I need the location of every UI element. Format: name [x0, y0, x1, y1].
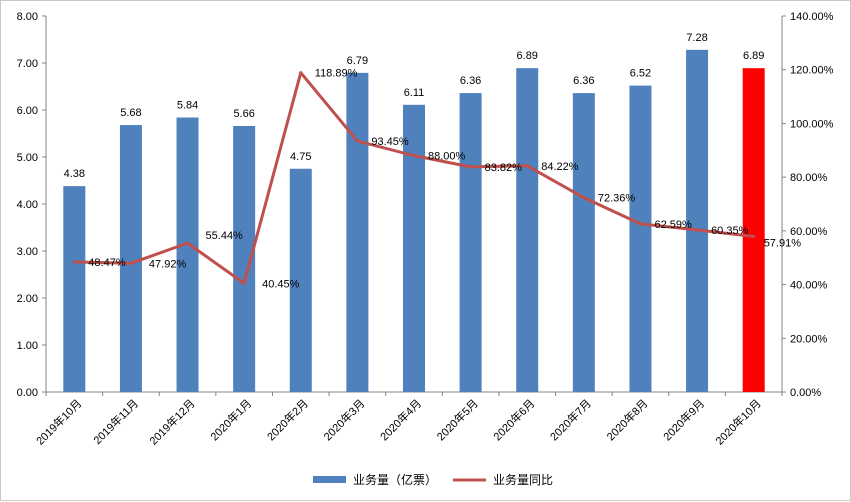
- line-point: [638, 222, 642, 226]
- bars: [63, 49, 765, 393]
- line-point: [752, 234, 756, 238]
- line-data-label: 40.45%: [262, 278, 300, 290]
- bar-data-label: 6.79: [347, 55, 368, 67]
- bar: [233, 125, 256, 392]
- line-point: [412, 154, 416, 158]
- bar: [686, 49, 709, 393]
- line-point: [355, 139, 359, 143]
- bar-data-label: 5.68: [120, 107, 141, 119]
- line-data-label: 57.91%: [764, 237, 802, 249]
- right-tick-label: 140.00%: [790, 11, 834, 23]
- bar: [572, 93, 595, 392]
- line-data-label: 47.92%: [149, 258, 187, 270]
- left-tick-label: 8.00: [17, 11, 38, 23]
- x-category-label: 2019年12月: [146, 396, 197, 447]
- yoy-line: [72, 71, 756, 285]
- left-tick-label: 7.00: [17, 58, 38, 70]
- line-data-label: 83.82%: [485, 162, 523, 174]
- line-point: [299, 71, 303, 75]
- bar-data-label: 4.38: [64, 168, 85, 180]
- bar: [119, 125, 142, 392]
- line-data-label: 55.44%: [206, 230, 244, 242]
- x-category-label: 2020年6月: [490, 396, 537, 443]
- line-data-label: 48.47%: [88, 257, 126, 269]
- x-category-label: 2020年5月: [434, 396, 481, 443]
- line-point: [186, 241, 190, 245]
- x-category-label: 2020年7月: [547, 396, 594, 443]
- line-data-label: 84.22%: [541, 161, 579, 173]
- left-tick-label: 6.00: [17, 105, 38, 117]
- left-tick-label: 3.00: [17, 246, 38, 258]
- line-point: [72, 260, 76, 264]
- right-tick-label: 80.00%: [790, 172, 828, 184]
- right-tick-label: 100.00%: [790, 118, 834, 130]
- bar-data-label: 6.52: [630, 68, 651, 80]
- bar: [403, 104, 425, 392]
- line-data-label: 118.89%: [315, 68, 358, 80]
- bar-data-label: 6.11: [404, 87, 425, 99]
- line-point: [129, 261, 133, 265]
- line-data-label: 88.00%: [428, 151, 466, 163]
- line-point: [582, 196, 586, 200]
- right-tick-label: 60.00%: [790, 226, 828, 238]
- right-tick-label: 40.00%: [790, 280, 828, 292]
- bar: [629, 85, 652, 392]
- line-data-label: 72.36%: [598, 193, 636, 205]
- left-tick-label: 1.00: [17, 340, 38, 352]
- bar-data-label: 4.75: [290, 151, 311, 163]
- left-tick-label: 5.00: [17, 152, 38, 164]
- bar-data-label: 5.84: [177, 100, 198, 112]
- x-category-label: 2020年10月: [712, 396, 763, 447]
- line-data-labels: 48.47% 47.92% 55.44% 40.45% 118.89% 93.45% 88.…: [88, 68, 801, 291]
- x-category-label: 2020年4月: [377, 396, 424, 443]
- legend-label-line: 业务量同比: [493, 472, 553, 487]
- bar-data-label: 6.89: [517, 50, 538, 62]
- legend-swatch-bar: [313, 476, 346, 483]
- x-category-label: 2020年3月: [320, 396, 367, 443]
- bar: [63, 186, 86, 392]
- line-data-label: 93.45%: [371, 136, 409, 148]
- left-tick-label: 0.00: [17, 387, 38, 399]
- bar: [516, 68, 539, 393]
- bar-data-label: 7.28: [686, 32, 707, 44]
- bar: [346, 72, 369, 393]
- bar: [289, 168, 312, 392]
- right-tick-label: 0.00%: [790, 387, 821, 399]
- legend: 业务量（亿票） 业务量同比: [313, 472, 553, 487]
- line-data-label: 62.59%: [654, 219, 692, 231]
- bar-data-label: 6.36: [460, 75, 481, 87]
- bar-data-label: 6.89: [743, 50, 764, 62]
- x-category-label: 2020年9月: [660, 396, 707, 443]
- axes: 0.00 1.00 2.00 3.00 4.00 5.00 6.00 7.00 8.00 0.00…: [17, 11, 834, 399]
- line-point: [695, 228, 699, 232]
- x-category-label: 2019年10月: [33, 396, 84, 447]
- left-tick-label: 2.00: [17, 293, 38, 305]
- right-tick-label: 20.00%: [790, 333, 828, 345]
- right-tick-label: 120.00%: [790, 65, 834, 77]
- bar-data-label: 5.66: [233, 108, 254, 120]
- x-category-label: 2020年8月: [603, 396, 650, 443]
- line-point: [242, 281, 246, 285]
- bar-data-label: 6.36: [573, 75, 594, 87]
- line-data-label: 60.35%: [711, 225, 749, 237]
- line-point: [469, 165, 473, 169]
- legend-label-bar: 业务量（亿票）: [353, 472, 437, 487]
- line-point: [525, 164, 529, 168]
- bar-data-labels: 4.38 5.68 5.84 5.66 4.75 6.79 6.11 6.36 6.89 6.36…: [64, 32, 765, 180]
- x-category-label: 2019年11月: [90, 396, 141, 447]
- x-axis-labels: 2019年10月 2019年11月 2019年12月 2020年1月 2020年2月 20…: [33, 396, 764, 447]
- bar: [459, 93, 482, 392]
- x-category-label: 2020年1月: [207, 396, 254, 443]
- bar: [176, 117, 199, 393]
- x-category-label: 2020年2月: [264, 396, 311, 443]
- bar: [742, 68, 765, 393]
- left-tick-label: 4.00: [17, 199, 38, 211]
